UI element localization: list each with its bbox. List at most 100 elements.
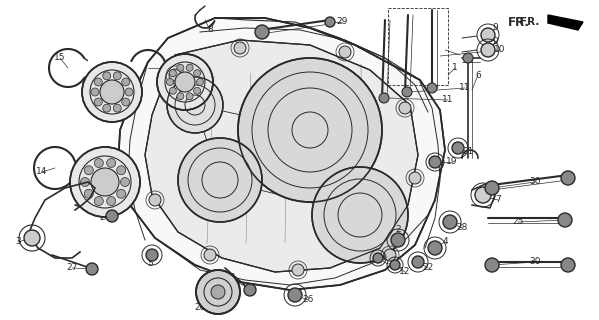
Circle shape [292, 264, 304, 276]
Text: 15: 15 [55, 53, 66, 62]
Circle shape [561, 258, 575, 272]
Circle shape [481, 43, 495, 57]
Text: 8: 8 [207, 26, 213, 35]
Circle shape [120, 178, 129, 187]
Circle shape [238, 58, 382, 202]
Circle shape [463, 53, 473, 63]
Circle shape [255, 25, 269, 39]
Circle shape [117, 166, 126, 175]
Polygon shape [118, 18, 445, 290]
Circle shape [428, 241, 442, 255]
Text: 11: 11 [442, 95, 454, 105]
Circle shape [167, 77, 223, 133]
Circle shape [412, 256, 424, 268]
Text: 20: 20 [194, 303, 205, 313]
Text: 10: 10 [494, 45, 506, 54]
Text: 5: 5 [147, 259, 153, 268]
Circle shape [475, 187, 491, 203]
Circle shape [178, 138, 262, 222]
Circle shape [167, 78, 174, 85]
Circle shape [117, 189, 126, 198]
Circle shape [196, 78, 204, 85]
Circle shape [106, 210, 118, 222]
Circle shape [443, 215, 457, 229]
Circle shape [429, 156, 441, 168]
Circle shape [373, 253, 383, 263]
Circle shape [196, 270, 240, 314]
Text: FR.: FR. [508, 15, 530, 28]
Text: 19: 19 [446, 157, 458, 166]
Text: 3: 3 [15, 237, 21, 246]
Circle shape [175, 72, 195, 92]
Circle shape [91, 168, 119, 196]
Circle shape [157, 54, 213, 110]
Circle shape [100, 80, 124, 104]
Text: 18: 18 [89, 183, 101, 193]
Circle shape [94, 98, 102, 106]
Circle shape [485, 258, 499, 272]
Text: 21: 21 [462, 148, 474, 156]
Text: 30: 30 [530, 258, 541, 267]
Text: 30: 30 [530, 178, 541, 187]
Circle shape [485, 181, 499, 195]
Circle shape [452, 142, 464, 154]
Circle shape [107, 196, 116, 205]
Circle shape [558, 213, 572, 227]
Circle shape [169, 69, 181, 81]
Circle shape [80, 178, 89, 187]
Circle shape [103, 104, 111, 112]
Circle shape [339, 46, 351, 58]
Circle shape [561, 171, 575, 185]
Circle shape [193, 87, 201, 94]
Text: 11: 11 [459, 84, 471, 92]
Circle shape [91, 88, 99, 96]
Circle shape [402, 87, 412, 97]
Circle shape [288, 288, 302, 302]
Circle shape [211, 285, 225, 299]
Text: 12: 12 [400, 268, 411, 276]
Circle shape [481, 28, 495, 42]
Circle shape [146, 249, 158, 261]
Circle shape [122, 98, 130, 106]
Text: 15: 15 [162, 63, 174, 73]
Text: 16: 16 [192, 63, 204, 73]
Circle shape [204, 249, 216, 261]
Circle shape [94, 78, 102, 86]
Text: 26: 26 [302, 295, 314, 305]
Text: 1: 1 [452, 63, 458, 73]
Circle shape [84, 189, 93, 198]
Polygon shape [145, 40, 418, 272]
Circle shape [170, 70, 176, 77]
Circle shape [391, 233, 405, 247]
Circle shape [409, 172, 421, 184]
Circle shape [94, 158, 103, 167]
Text: 29: 29 [336, 18, 347, 27]
Text: 6: 6 [475, 70, 481, 79]
Circle shape [149, 194, 161, 206]
Circle shape [82, 62, 142, 122]
Circle shape [107, 158, 116, 167]
Circle shape [86, 263, 98, 275]
Circle shape [379, 93, 389, 103]
Polygon shape [548, 15, 583, 30]
Circle shape [193, 70, 201, 77]
Circle shape [122, 78, 130, 86]
Circle shape [103, 72, 111, 80]
Circle shape [113, 104, 121, 112]
Circle shape [177, 64, 184, 71]
Text: 17: 17 [114, 77, 126, 86]
Circle shape [70, 147, 140, 217]
Text: 7: 7 [495, 196, 501, 204]
Text: 9: 9 [492, 23, 498, 33]
Circle shape [24, 230, 40, 246]
Circle shape [186, 64, 193, 71]
Text: 13: 13 [382, 253, 394, 262]
Text: 22: 22 [422, 263, 434, 273]
Text: 28: 28 [456, 223, 468, 233]
Circle shape [113, 72, 121, 80]
Text: 27: 27 [66, 263, 78, 273]
Circle shape [427, 83, 437, 93]
Circle shape [94, 196, 103, 205]
Circle shape [170, 87, 176, 94]
Text: 4: 4 [442, 237, 448, 246]
